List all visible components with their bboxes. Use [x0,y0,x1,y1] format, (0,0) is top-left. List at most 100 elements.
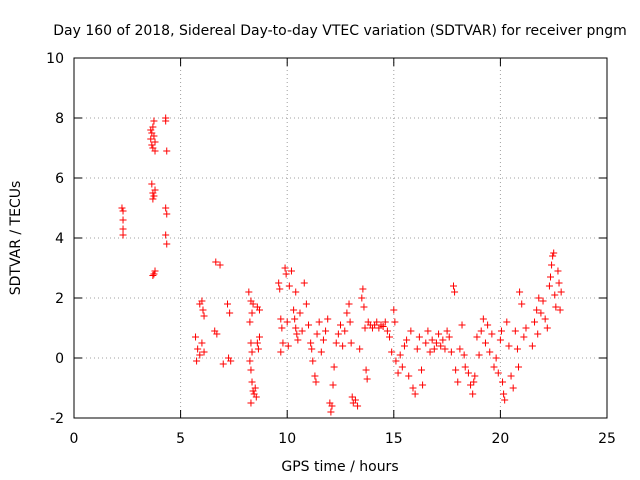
data-point [386,333,394,341]
data-point [281,264,289,272]
data-point [317,348,325,356]
data-point [119,231,127,239]
data-point [294,336,302,344]
x-tick-label: 5 [176,431,185,447]
data-point [248,348,256,356]
data-point [430,345,438,353]
data-point [439,336,447,344]
data-point [383,327,391,335]
data-point [451,288,459,296]
data-point [360,303,368,311]
data-point [253,339,261,347]
axis-ticks: 0 5 10 15 20 25 -2 0 2 4 6 8 10 [46,51,616,447]
data-point [515,363,523,371]
data-point [422,339,430,347]
y-tick-label: 8 [55,111,64,127]
data-point [252,393,260,401]
data-point [339,342,347,350]
data-point [193,357,201,365]
data-point [449,282,457,290]
data-point [196,300,204,308]
data-point [379,323,387,330]
data-point [403,336,411,344]
data-point [343,309,351,317]
data-point [492,354,500,362]
data-point [547,273,555,281]
data-point [337,321,344,329]
data-point [394,369,402,377]
data-point [500,390,508,398]
data-point [150,132,158,140]
data-point [118,204,126,212]
data-point [396,351,404,359]
data-point [200,348,208,356]
data-point [441,345,449,353]
data-point [255,306,263,314]
y-tick-label: 10 [46,51,64,67]
data-point [418,366,426,374]
data-point [279,339,287,347]
data-point [198,339,206,347]
data-point [557,288,565,296]
data-point [293,330,301,338]
data-point [199,306,207,314]
data-point [247,399,255,407]
data-point [522,324,530,332]
data-point [503,318,511,326]
data-point [351,396,359,404]
data-point [311,372,319,380]
data-point [254,345,262,353]
data-point [346,318,354,326]
data-point [284,342,292,350]
data-point [150,270,158,278]
data-point [285,282,293,290]
data-point [196,351,204,359]
data-point [409,384,417,392]
data-point [332,339,340,347]
data-point [292,288,300,296]
x-tick-label: 0 [70,431,79,447]
data-point [358,294,366,302]
data-point [282,270,290,278]
data-point [148,180,156,188]
data-point [479,315,487,323]
data-point [334,330,342,338]
data-point [484,321,492,329]
data-point [200,312,208,320]
data-point [428,336,436,344]
data-point [309,357,317,365]
data-point [162,204,170,212]
y-tick-label: 2 [55,291,64,307]
data-point [147,126,155,134]
data-point [469,390,477,398]
data-point [192,333,200,341]
data-point [329,381,337,389]
data-point [533,306,541,314]
data-point [315,318,323,326]
data-point [330,363,338,371]
data-point [227,357,235,365]
data-point [481,339,489,347]
data-point [148,141,156,149]
data-point [363,375,371,383]
data-point [545,282,553,290]
data-point [302,300,310,308]
data-point [445,333,453,341]
data-point [554,267,562,275]
data-point [213,330,221,338]
data-point [276,285,284,293]
data-point [283,318,291,326]
data-point [147,135,155,143]
data-point [151,138,159,146]
data-point [458,321,466,329]
data-point [119,216,127,224]
data-point [277,348,285,356]
data-point [150,192,158,200]
data-point [354,402,362,410]
data-point [313,330,321,338]
data-point [543,324,551,332]
data-point [247,339,255,347]
data-point [390,306,398,314]
data-point [456,345,464,353]
